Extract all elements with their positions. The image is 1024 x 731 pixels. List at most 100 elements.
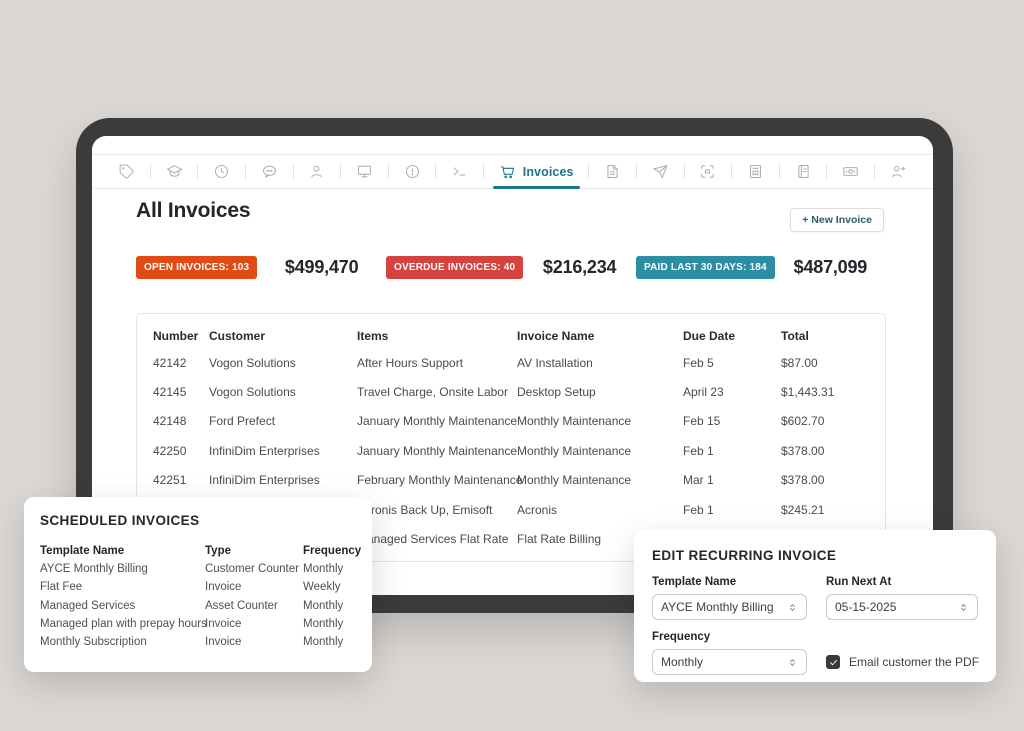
edit-card-title: EDIT RECURRING INVOICE: [652, 548, 837, 563]
monitor-icon: [357, 165, 372, 178]
cell: $245.21: [781, 502, 825, 517]
stat: OPEN INVOICES: 103 $499,470: [136, 256, 386, 279]
column-header: Items: [357, 329, 389, 343]
run-next-at-value: 05-15-2025: [835, 600, 897, 614]
toolbar-divider: [149, 164, 151, 179]
cell: Travel Charge, Onsite Labor: [357, 385, 508, 400]
frequency-select[interactable]: Monthly: [652, 649, 807, 675]
toolbar-item-user[interactable]: [308, 155, 325, 188]
chevron-up-down-icon: [790, 658, 795, 666]
cell: Feb 5: [683, 355, 714, 370]
cell: Invoice: [205, 581, 242, 594]
graduation-cap-icon: [166, 165, 182, 177]
column-header: Invoice Name: [517, 329, 595, 343]
column-header: Type: [205, 545, 231, 557]
toolbar-divider: [635, 164, 637, 179]
template-name-select[interactable]: AYCE Monthly Billing: [652, 594, 807, 620]
column-header: Template Name: [40, 545, 125, 557]
app-window: Invoices All Invoices + New Invoice OPEN…: [92, 136, 933, 595]
invoice-row[interactable]: Managed Services Flat Rate Flat Rate Bill…: [137, 524, 885, 553]
toolbar-item-notebook[interactable]: [795, 155, 812, 188]
tag-icon: [119, 164, 134, 179]
cell: Flat Fee: [40, 581, 83, 594]
stat-badge: OVERDUE INVOICES: 40: [386, 256, 524, 279]
cell: InfiniDim Enterprises: [209, 443, 320, 458]
toolbar-item-graduation-cap[interactable]: [166, 155, 183, 188]
toolbar-item-file[interactable]: [604, 155, 621, 188]
cell: InfiniDim Enterprises: [209, 473, 320, 488]
stat-value: $487,099: [793, 257, 868, 277]
cell: Monthly Maintenance: [517, 443, 632, 458]
chevron-up-down-icon: [790, 603, 795, 611]
cell: 42148: [153, 414, 187, 429]
toolbar-item-send[interactable]: [652, 155, 669, 188]
scheduled-row[interactable]: AYCE Monthly Billing Customer Counter Mont…: [40, 560, 356, 578]
invoices-table-body: 42142 Vogon Solutions After Hours Support A…: [137, 348, 885, 554]
cell: Feb 1: [683, 502, 714, 517]
toolbar-item-user-plus[interactable]: [890, 155, 907, 188]
email-pdf-checkbox[interactable]: [826, 655, 840, 669]
cell: Desktop Setup: [517, 385, 596, 400]
toolbar-item-scan[interactable]: [699, 155, 716, 188]
user-icon: [311, 165, 323, 178]
toolbar-divider: [197, 164, 199, 179]
send-icon: [653, 164, 668, 179]
gauge-icon: [215, 164, 229, 179]
column-header: Frequency: [303, 545, 362, 557]
edit-recurring-invoice-card: EDIT RECURRING INVOICE Template Name AYC…: [634, 530, 996, 682]
toolbar-divider: [683, 164, 685, 179]
run-next-at-select[interactable]: 05-15-2025: [826, 594, 978, 620]
invoice-row[interactable]: 42148 Ford Prefect January Monthly Mainten…: [137, 407, 885, 436]
cell: Acronis Back Up, Emisoft: [357, 502, 493, 517]
tab-invoices[interactable]: Invoices: [492, 155, 580, 189]
stat: OVERDUE INVOICES: 40 $216,234: [386, 256, 636, 279]
cell: Mar 1: [683, 473, 714, 488]
scheduled-row[interactable]: Flat Fee Invoice Weekly: [40, 578, 356, 596]
cell: $1,443.31: [781, 385, 835, 400]
stat-value: $499,470: [284, 257, 359, 277]
toolbar-item-monitor[interactable]: [356, 155, 373, 188]
cell: 42142: [153, 355, 187, 370]
cell: January Monthly Maintenance: [357, 414, 518, 429]
new-invoice-button[interactable]: + New Invoice: [790, 208, 884, 232]
laptop-frame: Invoices All Invoices + New Invoice OPEN…: [76, 118, 953, 613]
toolbar-item-gauge[interactable]: [213, 155, 230, 188]
toolbar-divider: [244, 164, 246, 179]
cell: Managed plan with prepay hours: [40, 618, 207, 631]
frequency-value: Monthly: [661, 655, 704, 669]
toolbar-item-terminal[interactable]: [451, 155, 468, 188]
cell: Monthly: [303, 618, 344, 631]
toolbar-item-chat[interactable]: [261, 155, 278, 188]
invoice-row[interactable]: 42251 InfiniDim Enterprises February Month…: [137, 466, 885, 495]
invoice-row[interactable]: 42145 Vogon Solutions Travel Charge, Onsit…: [137, 377, 885, 406]
toolbar-divider: [482, 164, 484, 179]
cell: $602.70: [781, 414, 825, 429]
invoice-row[interactable]: 42142 Vogon Solutions After Hours Support A…: [137, 348, 885, 377]
toolbar-item-cash[interactable]: [842, 155, 859, 188]
stat-badge: PAID LAST 30 DAYS: 184: [636, 256, 775, 279]
cell: 42250: [153, 443, 187, 458]
scheduled-row[interactable]: Monthly Subscription Invoice Monthly: [40, 633, 356, 651]
cell: Monthly Subscription: [40, 636, 147, 649]
cell: $87.00: [781, 355, 818, 370]
cell: Feb 15: [683, 414, 721, 429]
scheduled-row[interactable]: Managed Services Asset Counter Monthly: [40, 597, 356, 615]
invoice-row[interactable]: 42250 InfiniDim Enterprises January Monthl…: [137, 436, 885, 465]
tab-label: Invoices: [522, 164, 574, 179]
invoice-row[interactable]: Acronis Back Up, Emisoft Acronis Feb 1 $245…: [137, 495, 885, 524]
toolbar-item-tag[interactable]: [118, 155, 135, 188]
scheduled-row[interactable]: Managed plan with prepay hours Invoice Mon…: [40, 615, 356, 633]
invoices-table: Number Customer Items Invoice Name Due Date T…: [136, 313, 886, 562]
cell: AV Installation: [517, 355, 593, 370]
cell: Vogon Solutions: [209, 355, 296, 370]
calculator-icon: [749, 164, 761, 179]
stats-row: OPEN INVOICES: 103 $499,470 OVERDUE INVOIC…: [136, 256, 886, 279]
cell: $378.00: [781, 473, 825, 488]
cell: Asset Counter: [205, 599, 278, 612]
template-name-label: Template Name: [652, 576, 737, 588]
toolbar-item-calculator[interactable]: [747, 155, 764, 188]
toolbar-item-alert-circle[interactable]: [404, 155, 421, 188]
toolbar-divider: [387, 164, 389, 179]
toolbar-divider: [340, 164, 342, 179]
